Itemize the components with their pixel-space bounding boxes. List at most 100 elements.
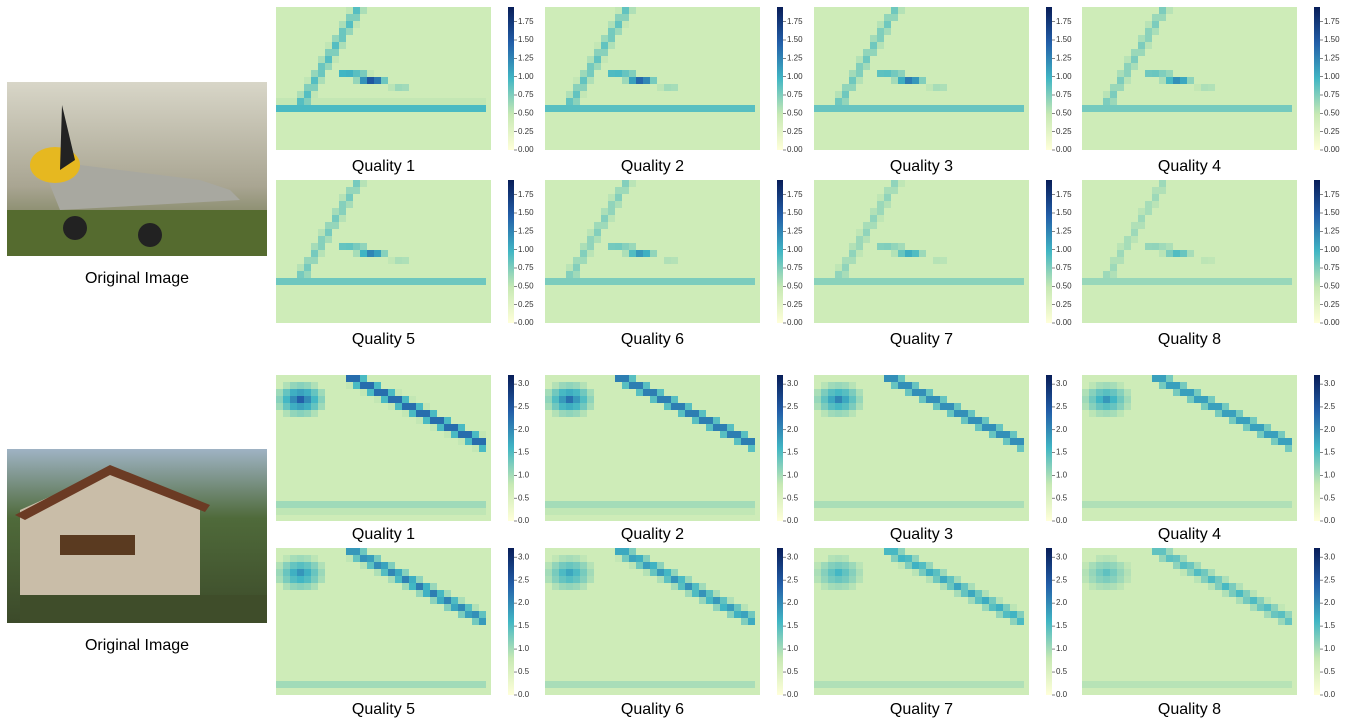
heatmap-cell [395, 569, 402, 576]
heatmap-cell [685, 508, 692, 515]
heatmap-cell [311, 98, 318, 105]
colorbar: 0.000.250.500.751.001.251.501.75 [1314, 180, 1340, 327]
heatmap-cell [926, 396, 933, 403]
heatmap-cell [325, 236, 332, 243]
heatmap-cell [325, 508, 332, 515]
heatmap-cell [325, 278, 332, 285]
heatmap-cell [381, 389, 388, 396]
heatmap-cell [1131, 229, 1138, 236]
heatmap-cell [891, 70, 898, 77]
heatmap-cell [636, 389, 643, 396]
heatmap-cell [339, 35, 346, 42]
colorbar-scale [1314, 548, 1320, 695]
heatmap-cell [573, 389, 580, 396]
heatmap-cell [1096, 555, 1103, 562]
heatmap-cell [835, 576, 842, 583]
heatmap-cell [566, 501, 573, 508]
heatmap-cell [664, 403, 671, 410]
heatmap-cell [650, 105, 657, 112]
heatmap-cell [353, 555, 360, 562]
heatmap-cell [947, 501, 954, 508]
heatmap-cell [1285, 105, 1292, 112]
heatmap-cell [629, 250, 636, 257]
heatmap-cell [678, 508, 685, 515]
heatmap-cell [1103, 576, 1110, 583]
heatmap-cell [437, 681, 444, 688]
heatmap-cell [1117, 576, 1124, 583]
heatmap-cell [552, 403, 559, 410]
heatmap-cell [559, 396, 566, 403]
heatmap-cell [926, 569, 933, 576]
heatmap-cell [1103, 410, 1110, 417]
heatmap-cell [573, 278, 580, 285]
heatmap-cell [982, 417, 989, 424]
heatmap-cell [650, 501, 657, 508]
heatmap-cell [1082, 105, 1089, 112]
heatmap-cell [367, 77, 374, 84]
heatmap-cell [311, 681, 318, 688]
heatmap-cell [1103, 569, 1110, 576]
heatmap-cell [1117, 105, 1124, 112]
colorbar-scale [777, 548, 783, 695]
heatmap-cell [1096, 278, 1103, 285]
heatmap-cell [1082, 396, 1089, 403]
heatmap-cell [1166, 77, 1173, 84]
heatmap-cell [1103, 396, 1110, 403]
heatmap-cell [975, 417, 982, 424]
heatmap-cell [594, 236, 601, 243]
heatmap-cell [1096, 410, 1103, 417]
heatmap-caption: Quality 7 [890, 701, 953, 718]
heatmap-cell [304, 396, 311, 403]
heatmap-cell [912, 250, 919, 257]
heatmap-cell [360, 389, 367, 396]
heatmap-cell [1110, 403, 1117, 410]
heatmap-cell [430, 278, 437, 285]
heatmap-cell [283, 555, 290, 562]
colorbar-tick-label: 2.0 [1056, 425, 1068, 434]
heatmap-cell [671, 105, 678, 112]
heatmap-cell [891, 250, 898, 257]
heatmap-cell [566, 396, 573, 403]
heatmap-cell [1103, 98, 1110, 105]
heatmap-cell [849, 77, 856, 84]
heatmap-cell [636, 508, 643, 515]
heatmap-cell [989, 431, 996, 438]
heatmap-cell [573, 77, 580, 84]
heatmap-cell [727, 597, 734, 604]
heatmap-cell [912, 77, 919, 84]
heatmap-cell [748, 438, 755, 445]
heatmap-cell [444, 590, 451, 597]
heatmap-cell [1117, 583, 1124, 590]
heatmap-cell [734, 604, 741, 611]
heatmap-cell [891, 501, 898, 508]
heatmap-cell [290, 382, 297, 389]
heatmap-cell [339, 208, 346, 215]
heatmap-cell [1138, 278, 1145, 285]
heatmap-cell [727, 508, 734, 515]
heatmap-cell [1215, 501, 1222, 508]
heatmap-cell [1152, 201, 1159, 208]
heatmap-cell [552, 501, 559, 508]
heatmap-cell [898, 77, 905, 84]
heatmap-cell [423, 410, 430, 417]
heatmap-cell [814, 278, 821, 285]
colorbar-tick-label: 0.75 [787, 263, 803, 272]
heatmap-cell [1110, 98, 1117, 105]
heatmap-cell [615, 243, 622, 250]
heatmap-cell [912, 278, 919, 285]
heatmap-cell [842, 501, 849, 508]
heatmap-cell [297, 403, 304, 410]
heatmap-cell [996, 611, 1003, 618]
heatmap-cell [580, 70, 587, 77]
heatmap-cell [849, 70, 856, 77]
heatmap-cell [933, 576, 940, 583]
heatmap-cell [622, 7, 629, 14]
heatmap-cell [1208, 681, 1215, 688]
heatmap [1082, 7, 1297, 150]
heatmap-caption: Quality 8 [1158, 701, 1221, 718]
heatmap-cell [472, 618, 479, 625]
heatmap-cell [982, 278, 989, 285]
heatmap-cell [1187, 681, 1194, 688]
heatmap-cell [395, 105, 402, 112]
colorbar-scale [1046, 7, 1052, 150]
